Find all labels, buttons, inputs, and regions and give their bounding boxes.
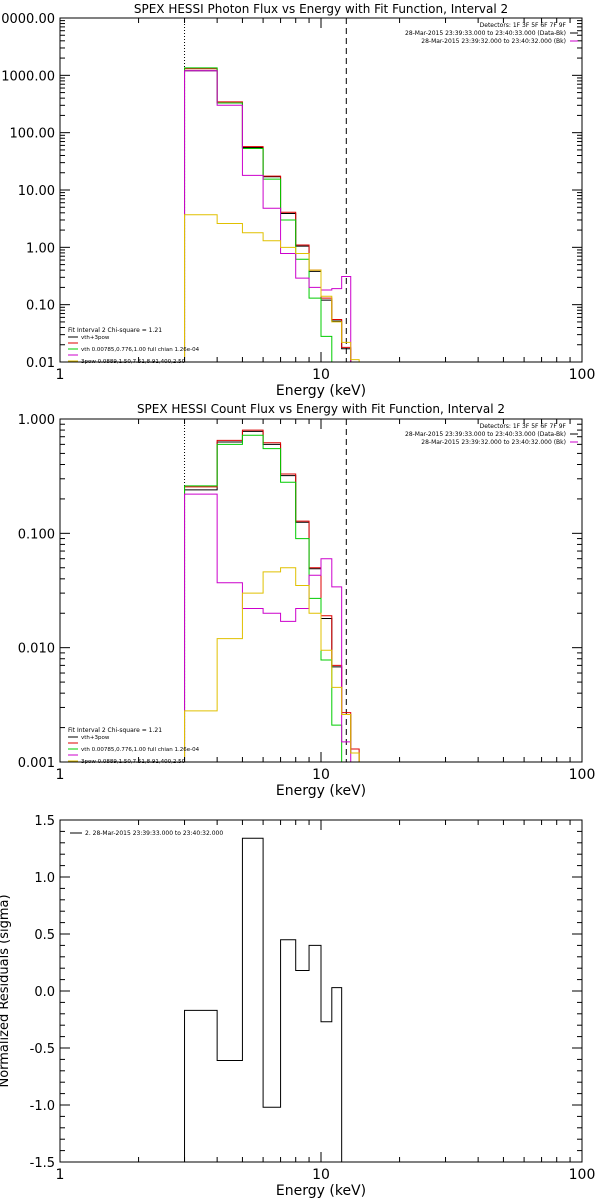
- x-tick-label: 100: [569, 767, 596, 783]
- series-line-0: [184, 837, 343, 1162]
- y-tick-label: 0.001: [18, 756, 55, 771]
- x-axis-label: Energy (keV): [276, 383, 366, 399]
- y-tick-label: 1000.00: [1, 69, 55, 84]
- header-line-1: 28-Mar-2015 23:39:33.000 to 23:40:33.000…: [405, 30, 566, 37]
- legend-label-4: 3pow 0.0889,1.50,7.51,8.91,400,2.50: [81, 359, 186, 365]
- x-tick-label: 10: [312, 367, 330, 383]
- x-axis-label: Energy (keV): [276, 1183, 366, 1199]
- y-tick-label: -1.5: [30, 1156, 55, 1171]
- x-tick-label: 1: [56, 1167, 65, 1183]
- count-flux-panel: SPEX HESSI Count Flux vs Energy with Fit…: [18, 402, 596, 799]
- y-tick-label: -0.5: [30, 1042, 55, 1057]
- y-tick-label: 0.010: [18, 642, 55, 657]
- y-tick-label: 1.5: [34, 814, 55, 829]
- legend-label-4: 3pow 0.0889,1.50,7.51,8.91,400,2.50: [81, 759, 186, 765]
- residuals-panel: 1 10 100 Energy (keV) -1.5 -1.0 -0.5 0.0 0.5 1.0 1…: [0, 814, 595, 1199]
- y-axis-label: Normalized Residuals (sigma): [0, 894, 12, 1087]
- legend-header: Fit Interval 2 Chi-square = 1.21: [68, 727, 162, 734]
- series-line-3: [184, 493, 360, 762]
- y-tick-label: 0.01: [26, 356, 55, 371]
- series-line-4: [184, 214, 368, 362]
- y-tick-label: -1.0: [30, 1099, 55, 1114]
- header-line-2: 28-Mar-2015 23:39:32.000 to 23:40:32.000…: [421, 439, 566, 446]
- legend-entry: 2. 28-Mar-2015 23:39:33.000 to 23:40:32.…: [85, 830, 223, 837]
- y-tick-label: 1.00: [26, 241, 55, 256]
- series-line-1: [184, 429, 360, 762]
- legend-label-2: vth 0.00785,0.776,1.00 full chian 1.26e-…: [81, 747, 200, 753]
- series-line-2: [184, 434, 360, 762]
- y-tick-label: 0.5: [34, 928, 55, 943]
- header-line-1: 28-Mar-2015 23:39:33.000 to 23:40:33.000…: [405, 431, 566, 438]
- x-tick-label: 100: [569, 1167, 596, 1183]
- chart-title: SPEX HESSI Count Flux vs Energy with Fit…: [137, 402, 505, 416]
- legend-label-0: vth+3pow: [81, 335, 110, 341]
- y-tick-label: 100.00: [10, 127, 56, 142]
- photon-flux-panel: SPEX HESSI Photon Flux vs Energy with Fi…: [1, 2, 596, 399]
- legend-label-0: vth+3pow: [81, 735, 110, 741]
- x-axis-label: Energy (keV): [276, 783, 366, 799]
- x-tick-label: 1: [56, 367, 65, 383]
- y-tick-label: 0.0: [34, 985, 55, 1000]
- y-tick-label: 1.000: [18, 413, 55, 428]
- x-tick-label: 10: [312, 767, 330, 783]
- x-tick-label: 1: [56, 767, 65, 783]
- series-group: [184, 429, 360, 762]
- y-tick-label: 0.100: [18, 527, 55, 542]
- series-group: [184, 837, 343, 1162]
- header-line-0: Detectors: 1F 3F 5F 6F 7F 9F: [480, 22, 567, 29]
- y-tick-label: 10.00: [18, 184, 55, 199]
- x-tick-label: 10: [312, 1167, 330, 1183]
- legend-label-2: vth 0.00785,0.776,1.00 full chian 1.26e-…: [81, 347, 200, 353]
- y-tick-label: 0000.00: [1, 12, 55, 27]
- y-tick-label: 1.0: [34, 871, 55, 886]
- legend-header: Fit Interval 2 Chi-square = 1.21: [68, 327, 162, 334]
- y-tick-label: 0.10: [26, 299, 55, 314]
- chart-title: SPEX HESSI Photon Flux vs Energy with Fi…: [134, 2, 508, 16]
- x-tick-label: 100: [569, 367, 596, 383]
- header-line-0: Detectors: 1F 3F 5F 6F 7F 9F: [480, 423, 567, 430]
- header-line-2: 28-Mar-2015 23:39:32.000 to 23:40:32.000…: [421, 38, 566, 45]
- series-line-4: [184, 567, 360, 762]
